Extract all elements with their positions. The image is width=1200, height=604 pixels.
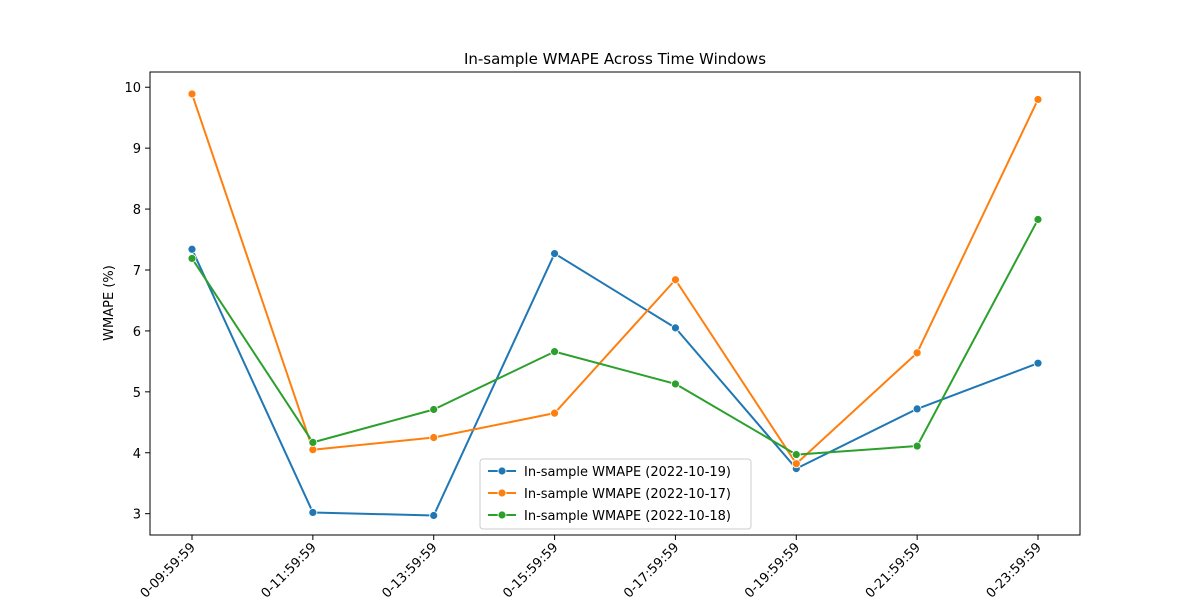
y-axis: 3 4 5 6 7 8 9 10: [124, 81, 150, 523]
data-point: [550, 408, 559, 418]
data-point: [791, 450, 801, 459]
y-tick-label: 8: [133, 203, 141, 218]
x-tick-label: 0-21:59:59: [863, 540, 924, 600]
y-tick-label: 9: [133, 142, 141, 157]
series-2: [187, 89, 1043, 469]
x-tick-label: 0-19:59:59: [742, 540, 803, 600]
data-point: [429, 511, 439, 520]
data-point: [912, 441, 922, 451]
data-point: [429, 405, 439, 414]
legend-swatch-marker: [497, 466, 507, 476]
legend-item: In-sample WMAPE (2022-10-17): [488, 487, 731, 502]
data-point: [550, 347, 559, 357]
data-point: [671, 275, 680, 285]
data-point: [1033, 215, 1043, 224]
data-point: [308, 508, 318, 517]
series-line: [191, 218, 1039, 456]
plot-frame: [149, 71, 1081, 536]
series-line: [191, 93, 1039, 465]
data-point: [1033, 95, 1043, 104]
data-point: [187, 89, 197, 99]
data-point: [671, 379, 680, 389]
legend-swatch-marker: [497, 488, 507, 498]
y-axis-label: WMAPE (%): [102, 265, 117, 341]
y-tick-label: 6: [133, 325, 141, 340]
x-tick-label: 0-23:59:59: [984, 540, 1045, 600]
y-tick-label: 4: [133, 447, 141, 462]
x-tick-label: 0-15:59:59: [500, 540, 561, 600]
data-point: [912, 348, 922, 358]
legend-label: In-sample WMAPE (2022-10-19): [524, 465, 731, 480]
data-point: [1033, 358, 1043, 368]
series-layer: [187, 89, 1043, 520]
data-point: [187, 244, 197, 254]
y-tick-label: 7: [133, 264, 141, 279]
series-line: [191, 248, 1039, 517]
data-point: [912, 404, 922, 414]
chart-title: In-sample WMAPE Across Time Windows: [464, 50, 766, 68]
legend-label: In-sample WMAPE (2022-10-17): [524, 487, 731, 502]
series-3: [187, 215, 1043, 459]
x-axis: 0-09:59:59 0-11:59:59 0-13:59:59 0-15:59:59…: [138, 535, 1045, 601]
series-1: [187, 244, 1043, 520]
y-tick-label: 5: [133, 386, 141, 401]
data-point: [791, 459, 801, 469]
data-point: [429, 433, 439, 442]
y-tick-label: 10: [124, 81, 141, 96]
x-tick-label: 0-17:59:59: [621, 540, 682, 600]
y-tick-label: 3: [133, 508, 141, 523]
x-tick-label: 0-13:59:59: [379, 540, 440, 600]
legend-label: In-sample WMAPE (2022-10-18): [524, 509, 731, 524]
data-point: [187, 254, 197, 263]
x-tick-label: 0-11:59:59: [259, 540, 320, 600]
data-point: [308, 437, 318, 447]
data-point: [671, 323, 680, 333]
legend-box: [479, 458, 752, 530]
legend-item: In-sample WMAPE (2022-10-19): [488, 465, 731, 480]
data-point: [308, 445, 318, 455]
legend-swatch-marker: [497, 510, 507, 520]
legend-item: In-sample WMAPE (2022-10-18): [488, 509, 731, 524]
x-tick-label: 0-09:59:59: [138, 540, 199, 600]
data-point: [550, 249, 559, 258]
legend: In-sample WMAPE (2022-10-19) In-sample WM…: [479, 458, 752, 530]
